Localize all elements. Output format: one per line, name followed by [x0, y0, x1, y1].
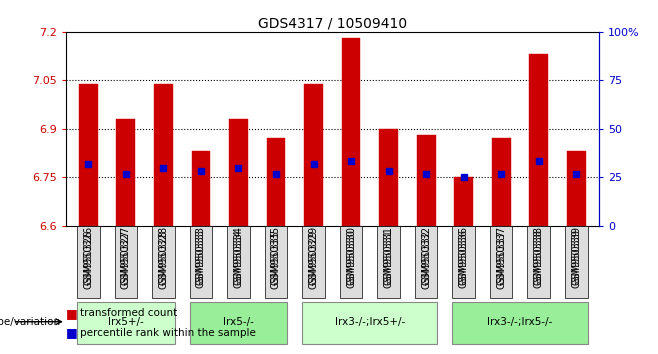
FancyBboxPatch shape	[340, 226, 363, 298]
Text: GSM950334: GSM950334	[234, 226, 243, 285]
Bar	[529, 55, 548, 226]
Bar	[379, 129, 398, 226]
Bar	[266, 138, 286, 226]
Text: GSM950335: GSM950335	[271, 229, 281, 289]
Text: GSM950332: GSM950332	[421, 226, 431, 285]
Text: GSM950331: GSM950331	[384, 226, 393, 285]
Bar	[191, 152, 211, 226]
Text: GSM950329: GSM950329	[309, 229, 318, 289]
Text: GSM950332: GSM950332	[421, 229, 431, 289]
Bar	[229, 119, 248, 226]
Text: lrx3-/-;lrx5-/-: lrx3-/-;lrx5-/-	[488, 317, 553, 327]
FancyBboxPatch shape	[490, 226, 513, 298]
Text: GSM950333: GSM950333	[196, 229, 206, 289]
Text: GSM950339: GSM950339	[571, 229, 581, 289]
Text: GSM950333: GSM950333	[196, 226, 206, 285]
Text: genotype/variation: genotype/variation	[0, 317, 61, 327]
Text: GSM950335: GSM950335	[271, 226, 281, 285]
Text: GSM950326: GSM950326	[84, 226, 93, 285]
Text: ■: ■	[66, 307, 82, 320]
FancyBboxPatch shape	[565, 226, 588, 298]
Text: GSM950338: GSM950338	[534, 226, 544, 285]
Text: GSM950326: GSM950326	[84, 229, 93, 289]
Text: GSM950336: GSM950336	[459, 226, 468, 285]
FancyBboxPatch shape	[528, 226, 550, 298]
Text: GSM950330: GSM950330	[346, 229, 356, 289]
Bar	[342, 38, 361, 226]
Text: transformed count: transformed count	[80, 308, 178, 318]
Text: GSM950327: GSM950327	[121, 229, 131, 289]
FancyBboxPatch shape	[190, 226, 212, 298]
Bar	[417, 135, 436, 226]
Text: lrx5-/-: lrx5-/-	[223, 317, 254, 327]
FancyBboxPatch shape	[302, 226, 325, 298]
Text: GSM950334: GSM950334	[234, 229, 243, 289]
Text: lrx3-/-;lrx5+/-: lrx3-/-;lrx5+/-	[335, 317, 405, 327]
Bar	[567, 152, 586, 226]
FancyBboxPatch shape	[265, 226, 288, 298]
Title: GDS4317 / 10509410: GDS4317 / 10509410	[258, 17, 407, 31]
Bar	[304, 84, 323, 226]
Text: GSM950337: GSM950337	[496, 226, 506, 285]
FancyBboxPatch shape	[152, 226, 174, 298]
FancyBboxPatch shape	[302, 302, 438, 344]
Text: GSM950339: GSM950339	[571, 226, 581, 285]
Text: GSM950338: GSM950338	[534, 229, 544, 289]
Text: GSM950330: GSM950330	[346, 226, 356, 285]
Text: GSM950329: GSM950329	[309, 226, 318, 285]
Text: ■: ■	[66, 326, 82, 339]
FancyBboxPatch shape	[453, 302, 588, 344]
Bar	[454, 177, 473, 226]
FancyBboxPatch shape	[377, 226, 400, 298]
Text: GSM950331: GSM950331	[384, 229, 393, 289]
FancyBboxPatch shape	[415, 226, 438, 298]
FancyBboxPatch shape	[190, 302, 288, 344]
FancyBboxPatch shape	[114, 226, 137, 298]
Bar	[116, 119, 136, 226]
Bar	[79, 84, 97, 226]
FancyBboxPatch shape	[227, 226, 250, 298]
Text: lrx5+/-: lrx5+/-	[108, 317, 143, 327]
FancyBboxPatch shape	[453, 226, 475, 298]
Bar	[154, 84, 173, 226]
Text: GSM950336: GSM950336	[459, 229, 468, 289]
Text: percentile rank within the sample: percentile rank within the sample	[80, 328, 256, 338]
Text: GSM950328: GSM950328	[159, 226, 168, 285]
FancyBboxPatch shape	[77, 302, 174, 344]
Text: GSM950327: GSM950327	[121, 226, 131, 285]
FancyBboxPatch shape	[77, 226, 99, 298]
Bar	[492, 138, 511, 226]
Text: GSM950328: GSM950328	[159, 229, 168, 289]
Text: GSM950337: GSM950337	[496, 229, 506, 289]
